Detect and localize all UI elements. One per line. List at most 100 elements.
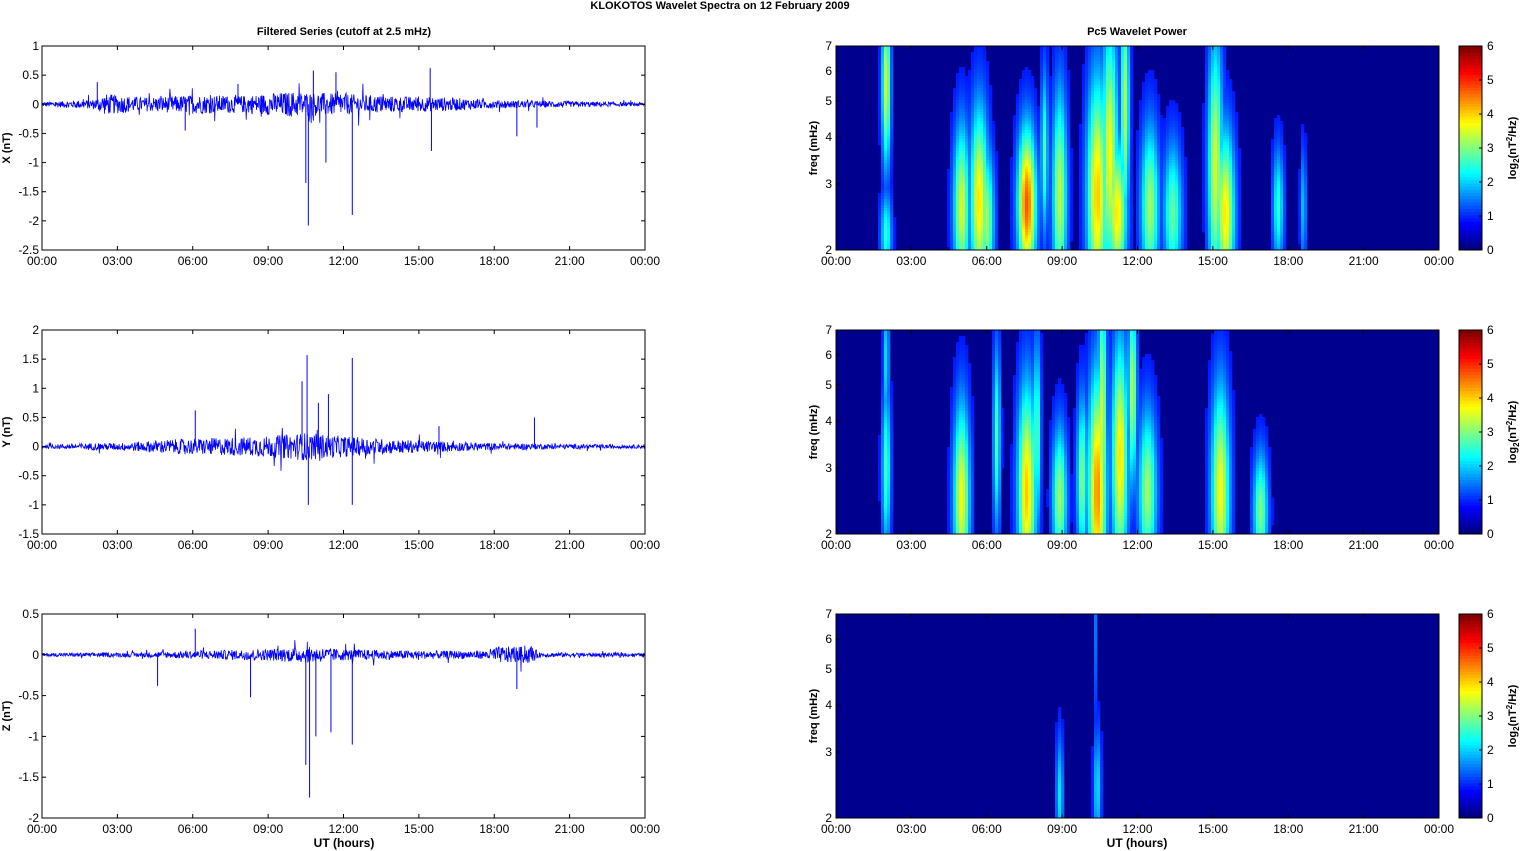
heat-cell bbox=[1088, 139, 1092, 143]
heat-cell bbox=[980, 193, 984, 197]
heat-cell bbox=[1019, 181, 1023, 185]
heat-cell bbox=[1097, 154, 1101, 158]
heat-cell bbox=[965, 154, 969, 158]
heat-cell bbox=[989, 85, 993, 89]
heat-cell bbox=[977, 145, 981, 149]
heat-cell bbox=[881, 91, 885, 95]
heat-cell bbox=[1085, 193, 1089, 197]
heat-cell bbox=[1124, 97, 1128, 101]
heat-cell bbox=[1028, 91, 1032, 95]
heat-cell bbox=[1037, 196, 1041, 200]
heat-cell bbox=[1121, 127, 1125, 131]
heat-cell bbox=[1298, 205, 1302, 209]
heat-cell bbox=[1202, 121, 1206, 125]
heat-cell bbox=[1217, 181, 1221, 185]
heat-cell bbox=[881, 151, 885, 155]
heat-cell bbox=[1070, 196, 1074, 200]
heat-cell bbox=[881, 202, 885, 206]
heat-cell bbox=[1136, 157, 1140, 161]
heat-cell bbox=[1016, 181, 1020, 185]
heat-cell bbox=[1025, 163, 1029, 167]
heat-cell bbox=[1178, 208, 1182, 212]
heat-cell bbox=[1274, 220, 1278, 224]
heat-cell bbox=[1109, 190, 1113, 194]
heat-cell bbox=[1175, 109, 1179, 113]
heat-cell bbox=[1067, 154, 1071, 158]
heat-cell bbox=[1031, 82, 1035, 86]
heat-cell bbox=[1226, 163, 1230, 167]
heat-cell bbox=[1223, 175, 1227, 179]
heat-cell bbox=[1301, 199, 1305, 203]
heat-cell bbox=[1034, 163, 1038, 167]
heat-cell bbox=[1085, 148, 1089, 152]
heat-cell bbox=[947, 178, 951, 182]
heat-cell bbox=[1154, 88, 1158, 92]
heat-cell bbox=[1220, 58, 1224, 62]
heat-cell bbox=[1229, 106, 1233, 110]
heat-cell bbox=[1091, 217, 1095, 221]
heat-cell bbox=[1163, 226, 1167, 230]
heat-cell bbox=[1229, 214, 1233, 218]
heat-cell bbox=[986, 211, 990, 215]
heat-cell bbox=[1052, 82, 1056, 86]
heat-cell bbox=[1202, 148, 1206, 152]
heat-cell bbox=[1148, 172, 1152, 176]
heat-cell bbox=[977, 211, 981, 215]
heat-cell bbox=[980, 82, 984, 86]
heat-cell bbox=[968, 70, 972, 74]
heat-cell bbox=[950, 133, 954, 137]
heat-cell bbox=[1115, 112, 1119, 116]
heat-cell bbox=[980, 166, 984, 170]
heat-cell bbox=[974, 118, 978, 122]
heat-cell bbox=[1085, 223, 1089, 227]
heat-cell bbox=[1118, 169, 1122, 173]
heat-cell bbox=[1298, 202, 1302, 206]
heat-cell bbox=[1082, 124, 1086, 128]
heat-cell bbox=[887, 121, 891, 125]
heat-cell bbox=[1136, 208, 1140, 212]
heat-cell bbox=[1121, 175, 1125, 179]
heat-cell bbox=[1022, 214, 1026, 218]
heat-cell bbox=[1103, 208, 1107, 212]
heat-cell bbox=[1031, 208, 1035, 212]
heat-cell bbox=[1052, 118, 1056, 122]
heat-cell bbox=[989, 169, 993, 173]
heat-cell bbox=[1211, 52, 1215, 56]
heat-cell bbox=[986, 91, 990, 95]
heat-cell bbox=[1040, 88, 1044, 92]
heat-cell bbox=[1016, 103, 1020, 107]
heat-cell bbox=[1031, 151, 1035, 155]
heat-cell bbox=[1181, 172, 1185, 176]
heat-cell bbox=[1277, 154, 1281, 158]
heat-cell bbox=[1100, 82, 1104, 86]
heat-cell bbox=[1097, 67, 1101, 71]
heat-cell bbox=[983, 142, 987, 146]
heat-cell bbox=[1070, 199, 1074, 203]
heat-cell bbox=[1091, 100, 1095, 104]
heat-cell bbox=[887, 46, 891, 50]
heat-cell bbox=[1280, 220, 1284, 224]
heat-cell bbox=[1085, 94, 1089, 98]
heat-cell bbox=[1157, 97, 1161, 101]
heat-cell bbox=[1178, 127, 1182, 131]
heat-cell bbox=[1022, 226, 1026, 230]
heat-cell bbox=[1094, 46, 1098, 50]
heat-cell bbox=[1109, 139, 1113, 143]
heat-cell bbox=[980, 88, 984, 92]
heat-cell bbox=[1052, 70, 1056, 74]
heat-cell bbox=[1115, 118, 1119, 122]
heat-cell bbox=[1112, 157, 1116, 161]
heat-cell bbox=[1088, 205, 1092, 209]
heat-cell bbox=[965, 109, 969, 113]
heat-cell bbox=[1118, 181, 1122, 185]
heat-cell bbox=[992, 130, 996, 134]
heat-cell bbox=[1157, 133, 1161, 137]
heat-cell bbox=[1016, 166, 1020, 170]
heat-cell bbox=[1115, 217, 1119, 221]
heat-cell bbox=[1220, 226, 1224, 230]
heat-cell bbox=[1154, 151, 1158, 155]
heat-cell bbox=[1082, 82, 1086, 86]
heat-cell bbox=[1067, 211, 1071, 215]
heat-cell bbox=[1055, 127, 1059, 131]
heat-cell bbox=[962, 76, 966, 80]
